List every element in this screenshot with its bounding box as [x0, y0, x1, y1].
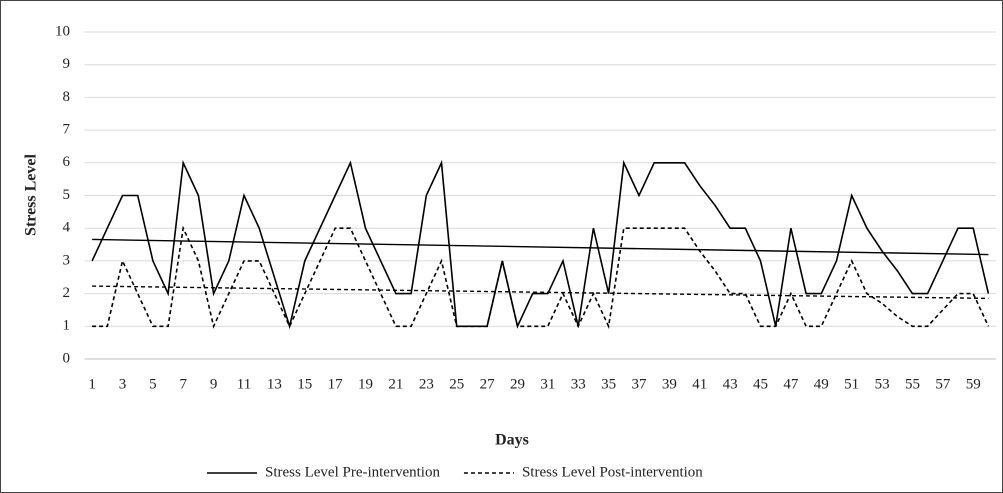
x-tick-label: 13	[267, 376, 282, 392]
x-tick-label: 25	[449, 376, 464, 392]
legend-label: Stress Level Pre-intervention	[265, 464, 440, 480]
x-tick-label: 29	[510, 376, 525, 392]
x-tick-label: 33	[571, 376, 586, 392]
legend-label: Stress Level Post-intervention	[522, 464, 703, 480]
y-tick-label: 4	[63, 220, 71, 236]
x-tick-label: 23	[419, 376, 434, 392]
y-axis-label: Stress Level	[23, 153, 40, 235]
x-tick-label: 5	[149, 376, 157, 392]
x-tick-label: 59	[966, 376, 981, 392]
x-tick-label: 21	[388, 376, 403, 392]
x-tick-label: 39	[662, 376, 677, 392]
x-tick-label: 15	[297, 376, 312, 392]
x-tick-label: 19	[358, 376, 373, 392]
x-tick-label: 31	[540, 376, 555, 392]
y-tick-label: 9	[63, 56, 71, 72]
x-tick-label: 3	[119, 376, 127, 392]
y-tick-label: 7	[63, 122, 71, 138]
y-tick-label: 6	[63, 154, 71, 170]
x-tick-label: 9	[210, 376, 218, 392]
x-tick-label: 43	[723, 376, 738, 392]
x-tick-label: 41	[692, 376, 707, 392]
x-tick-label: 17	[328, 376, 344, 392]
series-line	[91, 159, 990, 330]
x-tick-label: 55	[905, 376, 920, 392]
y-tick-label: 3	[63, 252, 71, 268]
y-tick-label: 10	[55, 23, 70, 39]
y-tick-label: 1	[63, 318, 71, 334]
x-tick-label: 49	[814, 376, 829, 392]
y-tick-label: 0	[63, 350, 71, 366]
x-tick-label: 57	[935, 376, 951, 392]
y-tick-label: 5	[63, 187, 71, 203]
y-tick-label: 2	[63, 285, 71, 301]
x-tick-label: 47	[783, 376, 799, 392]
x-tick-label: 1	[88, 376, 96, 392]
trendline	[92, 238, 989, 256]
x-tick-label: 27	[480, 376, 496, 392]
x-tick-label: 7	[179, 376, 187, 392]
x-tick-label: 45	[753, 376, 768, 392]
y-tick-label: 8	[63, 89, 71, 105]
x-tick-label: 51	[844, 376, 859, 392]
trendline	[92, 285, 989, 300]
x-axis-label: Days	[495, 432, 529, 449]
x-tick-label: 37	[631, 376, 647, 392]
x-tick-label: 11	[237, 376, 251, 392]
x-tick-label: 35	[601, 376, 616, 392]
x-tick-label: 53	[875, 376, 890, 392]
